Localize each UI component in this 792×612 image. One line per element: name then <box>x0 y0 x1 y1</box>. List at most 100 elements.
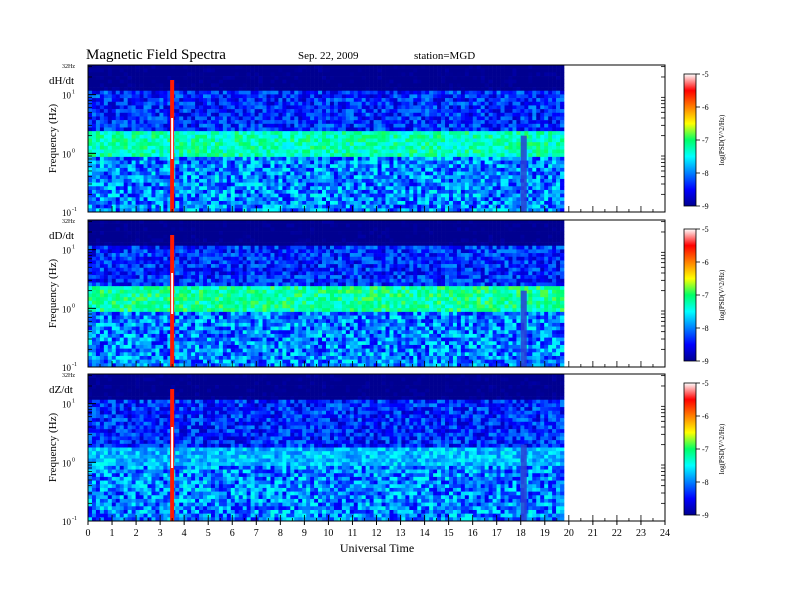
spectrogram-cell <box>210 193 216 198</box>
spectrogram-cell <box>203 109 208 114</box>
spectrogram-cell <box>131 153 136 158</box>
spectrogram-cell <box>425 105 430 110</box>
spectrogram-cell <box>230 94 236 99</box>
spectrogram-cell <box>127 208 132 213</box>
spectrogram-cell <box>365 145 370 150</box>
spectrogram-cell <box>476 127 482 132</box>
spectrogram-cell <box>429 94 434 99</box>
spectrogram-cell <box>345 65 351 69</box>
spectrogram-cell <box>151 197 156 202</box>
spectrogram-cell <box>425 138 430 143</box>
spectrogram-cell <box>135 208 140 213</box>
spectrogram-cell <box>254 189 259 194</box>
spectrogram-cell <box>302 167 307 172</box>
spectrogram-cell <box>413 83 418 88</box>
spectrogram-cell <box>155 171 160 176</box>
spectrogram-cell <box>302 68 307 73</box>
spectrogram-cell <box>373 193 378 198</box>
spectrogram-cell <box>91 223 97 228</box>
spectrogram-cell <box>175 193 180 198</box>
spectrogram-cell <box>246 116 251 121</box>
spectrogram-cell <box>377 98 382 103</box>
spectrogram-cell <box>234 109 240 114</box>
spectrogram-cell <box>88 245 93 250</box>
spectrogram-cell <box>111 98 117 103</box>
spectrogram-cell <box>492 186 497 191</box>
spectrogram-cell <box>183 68 188 73</box>
spectrogram-cell <box>528 186 533 191</box>
spectrogram-cell <box>210 79 216 84</box>
spectrogram-cell <box>119 204 125 209</box>
spectrogram-cell <box>210 116 216 121</box>
spectrogram-cell <box>552 142 557 147</box>
spectrogram-cell <box>187 193 192 198</box>
spectrogram-cell <box>484 153 489 158</box>
spectrogram-cell <box>286 197 291 202</box>
spectrogram-cell <box>369 116 374 121</box>
spectrogram-cell <box>258 94 263 99</box>
spectrogram-cell <box>441 164 446 169</box>
spectrogram-cell <box>107 127 113 132</box>
spectrogram-cell <box>349 208 355 213</box>
spectrogram-cell <box>456 76 462 80</box>
spectrogram-cell <box>131 116 136 121</box>
spectrogram-cell <box>345 186 351 191</box>
spectrogram-cell <box>468 189 474 194</box>
spectrogram-cell <box>294 68 299 73</box>
spectrogram-cell <box>349 109 355 114</box>
spectrogram-cell <box>496 79 501 84</box>
spectrogram-cell <box>143 90 148 95</box>
spectrogram-cell <box>290 149 295 154</box>
spectrogram-cell <box>492 153 497 158</box>
spectrogram-cell <box>421 149 426 154</box>
spectrogram-cell <box>322 65 327 69</box>
spectrogram-cell <box>369 138 374 143</box>
spectrogram-cell <box>425 178 430 183</box>
spectrogram-cell <box>401 186 406 191</box>
spectrogram-cell <box>472 182 478 187</box>
spectrogram-cell <box>326 193 331 198</box>
spectrogram-cell <box>540 105 545 110</box>
spectrogram-cell <box>183 90 188 95</box>
spectrogram-cell <box>107 72 113 77</box>
spectrogram-cell <box>448 68 454 73</box>
spectrogram-cell <box>195 83 200 88</box>
spectrogram-cell <box>203 123 208 128</box>
spectrogram-cell <box>143 171 148 176</box>
spectrogram-cell <box>544 138 549 143</box>
spectrogram-cell <box>91 234 97 239</box>
spectrogram-cell <box>472 72 478 77</box>
spectrogram-cell <box>540 142 545 147</box>
spectrogram-cell <box>369 164 374 169</box>
spectrogram-cell <box>298 120 303 125</box>
spectrogram-cell <box>163 90 168 95</box>
spectrogram-cell <box>322 138 327 143</box>
spectrogram-cell <box>88 178 93 183</box>
spectrogram-cell <box>544 127 549 132</box>
spectrogram-cell <box>302 76 307 80</box>
spectrogram-cell <box>191 138 196 143</box>
spectrogram-cell <box>429 127 434 132</box>
spectrogram-cell <box>103 142 109 147</box>
spectrogram-cell <box>556 98 561 103</box>
spectrogram-cell <box>290 193 295 198</box>
spectrogram-cell <box>492 79 497 84</box>
spectrogram-cell <box>540 149 545 154</box>
spectrogram-cell <box>302 182 307 187</box>
spectrogram-cell <box>433 167 438 172</box>
spectrogram-cell <box>290 156 295 161</box>
spectrogram-cell <box>306 208 311 213</box>
spectrogram-cell <box>222 171 228 176</box>
spectrogram-cell <box>500 149 505 154</box>
spectrogram-cell <box>167 101 172 106</box>
spectrogram-cell <box>544 87 549 92</box>
spectrogram-cell <box>413 127 418 132</box>
spectrogram-cell <box>187 123 192 128</box>
spectrogram-cell <box>266 90 271 95</box>
spectrogram-cell <box>468 120 474 125</box>
spectrogram-cell <box>433 208 438 213</box>
spectrogram-cell <box>187 120 192 125</box>
spectrogram-cell <box>254 90 259 95</box>
spectrogram-cell <box>286 204 291 209</box>
colorbar <box>683 73 697 207</box>
